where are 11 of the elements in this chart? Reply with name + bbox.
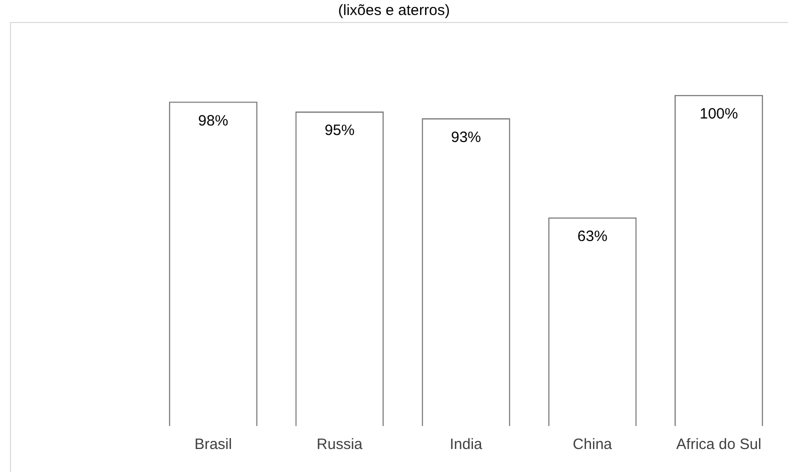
x-tick-label: Brasil [194, 436, 232, 454]
chart-title: (lixões e aterros) [337, 2, 451, 19]
x-tick-label: China [572, 436, 613, 454]
x-tick-label: Africa do Sul [676, 436, 762, 454]
x-tick-label: India [450, 436, 483, 454]
x-tick-label: Russia [316, 436, 364, 454]
data-label: 100% [700, 106, 738, 123]
data-label: 63% [577, 228, 608, 246]
data-label: 93% [450, 128, 482, 146]
data-label: 98% [198, 112, 228, 130]
data-label: 95% [324, 122, 355, 140]
